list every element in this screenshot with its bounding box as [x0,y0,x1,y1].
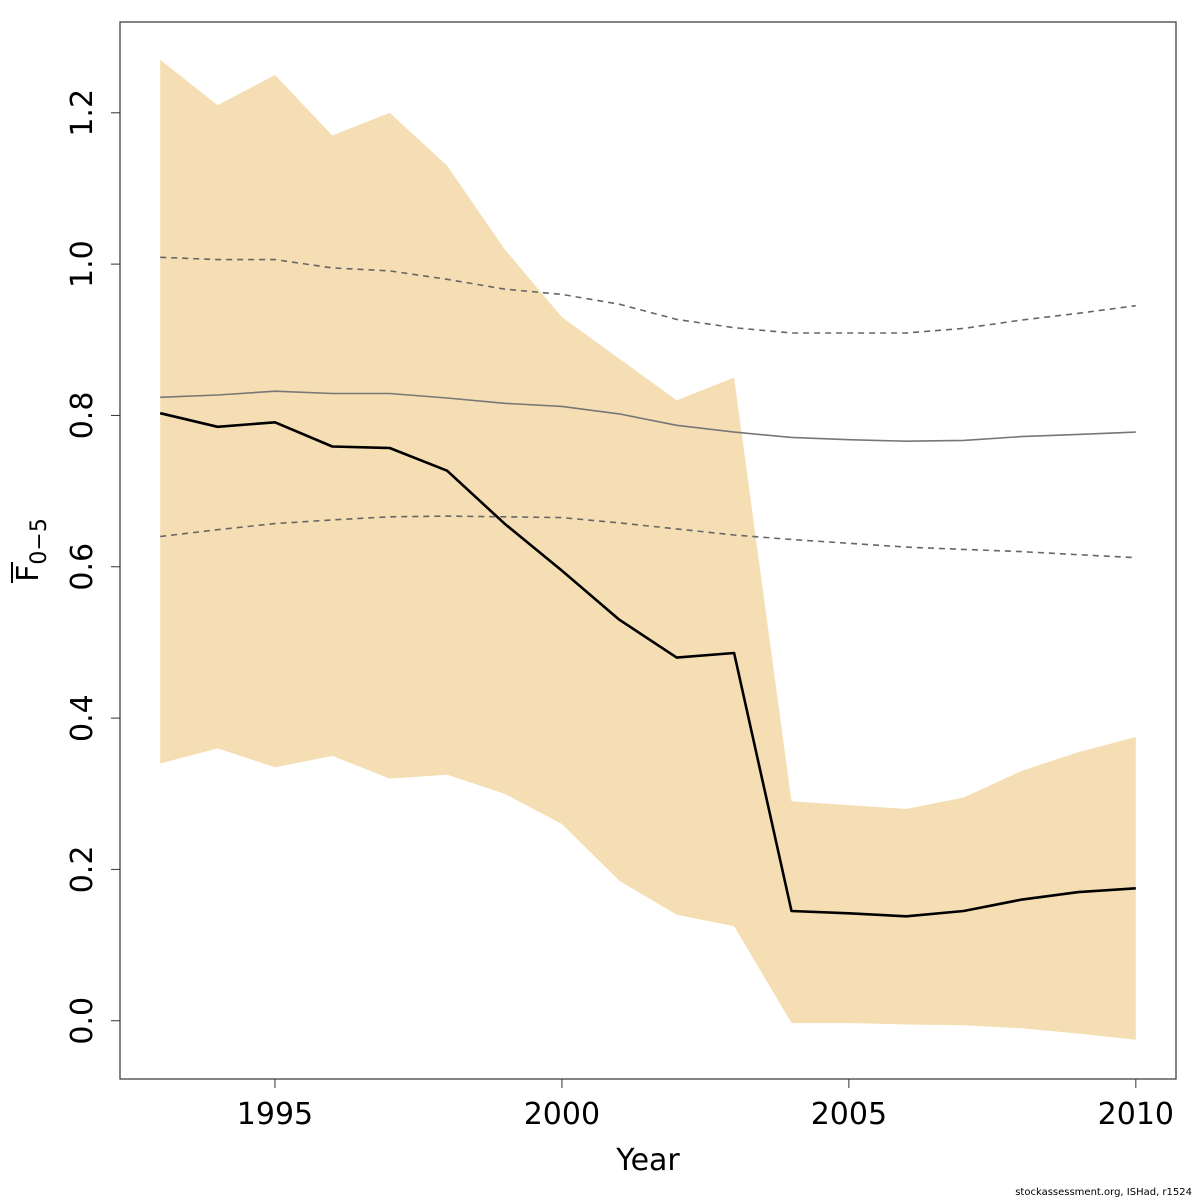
y-tick-label: 0.6 [65,543,100,591]
y-tick-label: 0.0 [65,997,100,1045]
confidence-band-layer [160,59,1136,1040]
y-axis-title: F0−5 [11,518,52,583]
reference-lower-dashed-line [160,515,1136,559]
x-tick-label: 2010 [1098,1097,1174,1132]
x-tick-label: 1995 [237,1097,313,1132]
x-tick-label: 2005 [811,1097,887,1132]
y-tick-label: 1.0 [65,240,100,288]
estimate-line [159,411,1136,918]
x-tick-label: 2000 [524,1097,600,1132]
y-tick-label: 0.2 [65,846,100,894]
x-axis: 1995 2000 2005 2010 [237,1078,1174,1132]
svg-text:F0−5: F0−5 [11,518,52,582]
y-tick-label: 0.4 [65,694,100,742]
footer-credit: stockassessment.org, ISHad, r1524 [1015,1187,1192,1198]
series-layer [159,256,1136,918]
y-axis-title-subscript: 0−5 [27,518,52,564]
y-tick-label: 1.2 [65,89,100,137]
reference-upper-dashed-line [160,256,1136,334]
x-axis-title: Year [615,1143,680,1178]
y-axis: 0.0 0.2 0.4 0.6 0.8 1.0 1.2 [65,89,121,1045]
y-tick-label: 0.8 [65,392,100,440]
y-axis-title-main: F [11,565,46,582]
confidence-band [160,59,1136,1040]
reference-line [160,390,1136,443]
